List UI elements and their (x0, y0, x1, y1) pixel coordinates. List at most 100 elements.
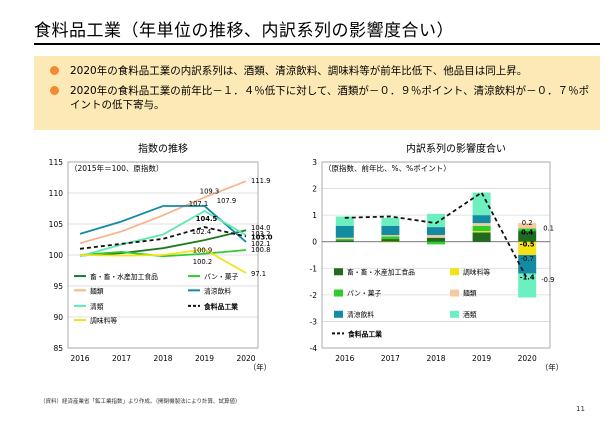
legend-label: パン・菓子 (347, 289, 382, 298)
data-label: 100.2 (193, 258, 212, 266)
stacked-bar-segment (472, 215, 491, 224)
plot-frame (321, 161, 551, 349)
y-tick-label: 1 (312, 211, 317, 220)
stacked-bar-segment (518, 223, 537, 229)
stacked-bar-segment (427, 213, 445, 228)
legend-label: 畜・畜・水産加工食品 (347, 267, 415, 276)
total-line (344, 191, 528, 280)
x-tick-label: 2020 (236, 354, 255, 363)
stacked-bar-segment (472, 192, 491, 216)
data-label: -0.5 (520, 240, 535, 248)
x-tick-label: 2018 (426, 354, 445, 363)
data-label: 107.1 (189, 200, 208, 208)
page-number: 11 (576, 405, 585, 413)
contribution-chart: 内訳系列の影響度合い （原指数、前年比、%、%ポイント） -4 -3 -2 -1 0 1 2 3 2… (310, 142, 564, 372)
bullet-dot-icon (50, 66, 59, 75)
footnote: （資料）経済産業省「鉱工業指数」より作成。（開閉機製法により計算、試算値） (40, 399, 241, 405)
summary-bullet-text: 2020年の食料品工業の前年比－１．４％低下に対して、酒類が－０．９％ポイント、… (70, 85, 590, 111)
legend-label: 調味料等 (90, 316, 117, 325)
x-tick-label: 2016 (70, 354, 89, 363)
data-label: 102.1 (251, 240, 270, 248)
data-label: -0.7 (521, 255, 534, 263)
series-line (79, 248, 247, 274)
y-tick-label: 105 (49, 220, 64, 229)
data-label: 0.1 (543, 225, 554, 233)
series-line (79, 249, 247, 258)
y-tick-label: 2 (312, 185, 317, 194)
data-label: 103.0 (251, 233, 273, 241)
x-tick-label: 2020 (518, 354, 537, 363)
stacked-bar-segment (472, 223, 491, 226)
x-axis-unit: （年） (541, 362, 564, 372)
y-tick-label: 95 (53, 282, 63, 291)
index-trend-chart: 指数の推移 （2015年＝100、原指数） 85 90 95 100 105 110 115 20… (49, 142, 273, 372)
stacked-bar-segment (335, 237, 354, 240)
data-label: 103.2 (251, 230, 270, 238)
data-label: 0.4 (521, 228, 533, 236)
data-label: 102.4 (192, 228, 211, 236)
legend-label: 清涼飲料 (347, 310, 374, 319)
chart-title: 内訳系列の影響度合い (406, 142, 506, 155)
title-divider (34, 43, 600, 45)
legend-swatch (450, 289, 459, 297)
data-label: -1.4 (520, 273, 535, 281)
stacked-bar-segment (518, 231, 537, 242)
legend-swatch (334, 310, 343, 318)
legend-label: 清涼飲料 (204, 286, 231, 295)
summary-bullet-text: 2020年の食料品工業の内訳系列は、酒類、清涼飲料、調味料等が前年比低下、他品目… (70, 65, 528, 77)
legend-label: 調味料等 (463, 267, 490, 276)
stacked-bar-segment (518, 228, 537, 232)
legend-label: 食料品工業 (347, 329, 382, 338)
legend-label: パン・菓子 (204, 272, 239, 281)
y-tick-label: 0 (312, 238, 317, 247)
stacked-bar-segment (427, 241, 445, 245)
data-label: 104.5 (196, 215, 218, 223)
y-tick-label: -4 (310, 344, 318, 353)
series-line (79, 209, 247, 258)
data-label: 107.9 (217, 197, 236, 205)
stacked-bar-segment (472, 232, 491, 242)
page-title: 食料品工業（年単位の推移、内訳系列の影響度合い） (34, 21, 454, 41)
stacked-bar-segment (335, 239, 354, 241)
chart-subtitle: （原指数、前年比、%、%ポイント） (324, 163, 451, 173)
legend-swatch (450, 268, 459, 276)
legend-label: 食料品工業 (203, 302, 238, 311)
stacked-bar-segment (381, 225, 400, 236)
stacked-bar-segment (381, 217, 400, 226)
legend-swatch (334, 268, 343, 276)
plot-frame (67, 161, 259, 349)
y-tick-label: -2 (310, 291, 318, 300)
legend-label: 麺類 (463, 289, 477, 298)
legend-label: 畜・畜・水産加工食品 (90, 272, 158, 281)
stacked-bar-segment (518, 241, 537, 255)
data-label: 100.8 (251, 246, 270, 254)
legend-label: 麺類 (90, 286, 104, 295)
data-label: 97.1 (251, 270, 266, 278)
x-axis-unit: （年） (249, 362, 272, 372)
stacked-bar-segment (427, 237, 445, 242)
data-label: 104.0 (251, 224, 270, 232)
stacked-bar-segment (472, 225, 491, 232)
y-tick-label: 110 (49, 189, 64, 198)
data-label: 0.2 (522, 219, 533, 227)
data-label: 111.9 (251, 177, 270, 185)
stacked-bar-segment (381, 241, 400, 243)
summary-box: 2020年の食料品工業の内訳系列は、酒類、清涼飲料、調味料等が前年比低下、他品目… (34, 56, 600, 130)
y-tick-label: 90 (53, 313, 63, 322)
legend-swatch (450, 310, 459, 318)
series-line (79, 226, 247, 250)
x-tick-label: 2019 (472, 354, 491, 363)
y-tick-label: 3 (312, 158, 317, 167)
x-tick-label: 2018 (153, 354, 172, 363)
y-tick-label: 115 (49, 158, 64, 167)
data-label: 109.3 (200, 187, 219, 195)
x-tick-label: 2019 (195, 354, 214, 363)
summary-bullet: 2020年の食料品工業の前年比－１．４％低下に対して、酒類が－０．９％ポイント、… (48, 84, 590, 112)
chart-title: 指数の推移 (138, 142, 188, 155)
stacked-bar-segment (381, 236, 400, 240)
x-tick-label: 2017 (112, 354, 131, 363)
series-line (79, 229, 247, 257)
legend-swatch (334, 289, 343, 297)
stacked-bar-segment (335, 216, 354, 226)
bullet-dot-icon (50, 86, 59, 95)
